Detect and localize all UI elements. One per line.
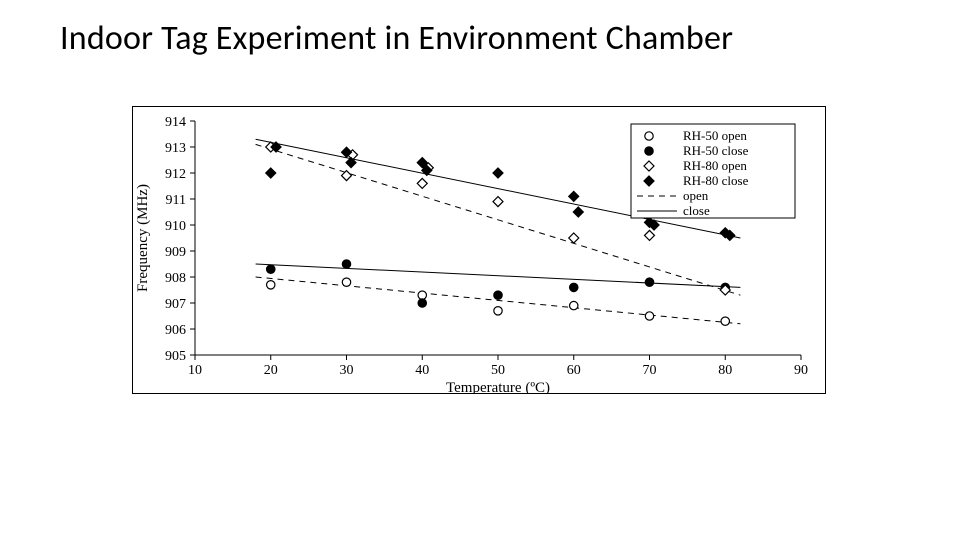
data-point [721, 317, 729, 325]
data-point [493, 168, 503, 178]
y-tick-label: 908 [165, 271, 186, 286]
data-point [570, 283, 578, 291]
y-tick-label: 911 [166, 193, 186, 208]
data-point [573, 207, 583, 217]
legend-label: RH-80 open [683, 158, 747, 173]
data-point [494, 307, 502, 315]
x-tick-label: 20 [264, 363, 278, 378]
data-point [493, 197, 503, 207]
y-tick-label: 909 [165, 245, 186, 260]
data-point [645, 278, 653, 286]
data-point [267, 281, 275, 289]
y-tick-label: 910 [165, 219, 186, 234]
data-point [569, 191, 579, 201]
data-point [645, 312, 653, 320]
y-tick-label: 913 [165, 141, 186, 156]
x-tick-label: 90 [794, 363, 808, 378]
data-point [342, 278, 350, 286]
x-axis-label: Temperature (ºC) [446, 380, 550, 393]
data-point [267, 265, 275, 273]
y-tick-label: 907 [165, 297, 186, 312]
chart-frame: 10 20 30 40 50 60 70 80 90 Temperature (ºC) 905 906… [132, 106, 826, 394]
data-point [494, 291, 502, 299]
y-axis-label: Frequency (MHz) [135, 184, 151, 292]
data-point [418, 291, 426, 299]
y-tick-label: 912 [165, 167, 186, 182]
y-tick-label: 906 [165, 323, 186, 338]
y-tick-label: 905 [165, 349, 186, 364]
x-tick-label: 80 [718, 363, 732, 378]
data-point [569, 233, 579, 243]
legend-label: RH-50 open [683, 128, 747, 143]
data-point [645, 230, 655, 240]
x-tick-label: 60 [567, 363, 581, 378]
legend-label: RH-50 close [683, 143, 749, 158]
x-tick-label: 30 [340, 363, 354, 378]
legend-label: close [683, 203, 710, 218]
data-point [645, 132, 653, 140]
data-point [645, 147, 653, 155]
legend-label: RH-80 close [683, 173, 749, 188]
data-point [342, 260, 350, 268]
y-tick-label: 914 [165, 115, 186, 130]
legend-label: open [683, 188, 709, 203]
data-point [417, 178, 427, 188]
page-title: Indoor Tag Experiment in Environment Cha… [60, 18, 733, 59]
chart-svg: 10 20 30 40 50 60 70 80 90 Temperature (ºC) 905 906… [133, 107, 825, 393]
x-tick-label: 40 [415, 363, 429, 378]
data-point [266, 168, 276, 178]
x-tick-label: 50 [491, 363, 505, 378]
x-tick-label: 10 [188, 363, 202, 378]
trendline [256, 264, 741, 287]
data-point [418, 299, 426, 307]
data-point [570, 301, 578, 309]
x-tick-label: 70 [643, 363, 657, 378]
